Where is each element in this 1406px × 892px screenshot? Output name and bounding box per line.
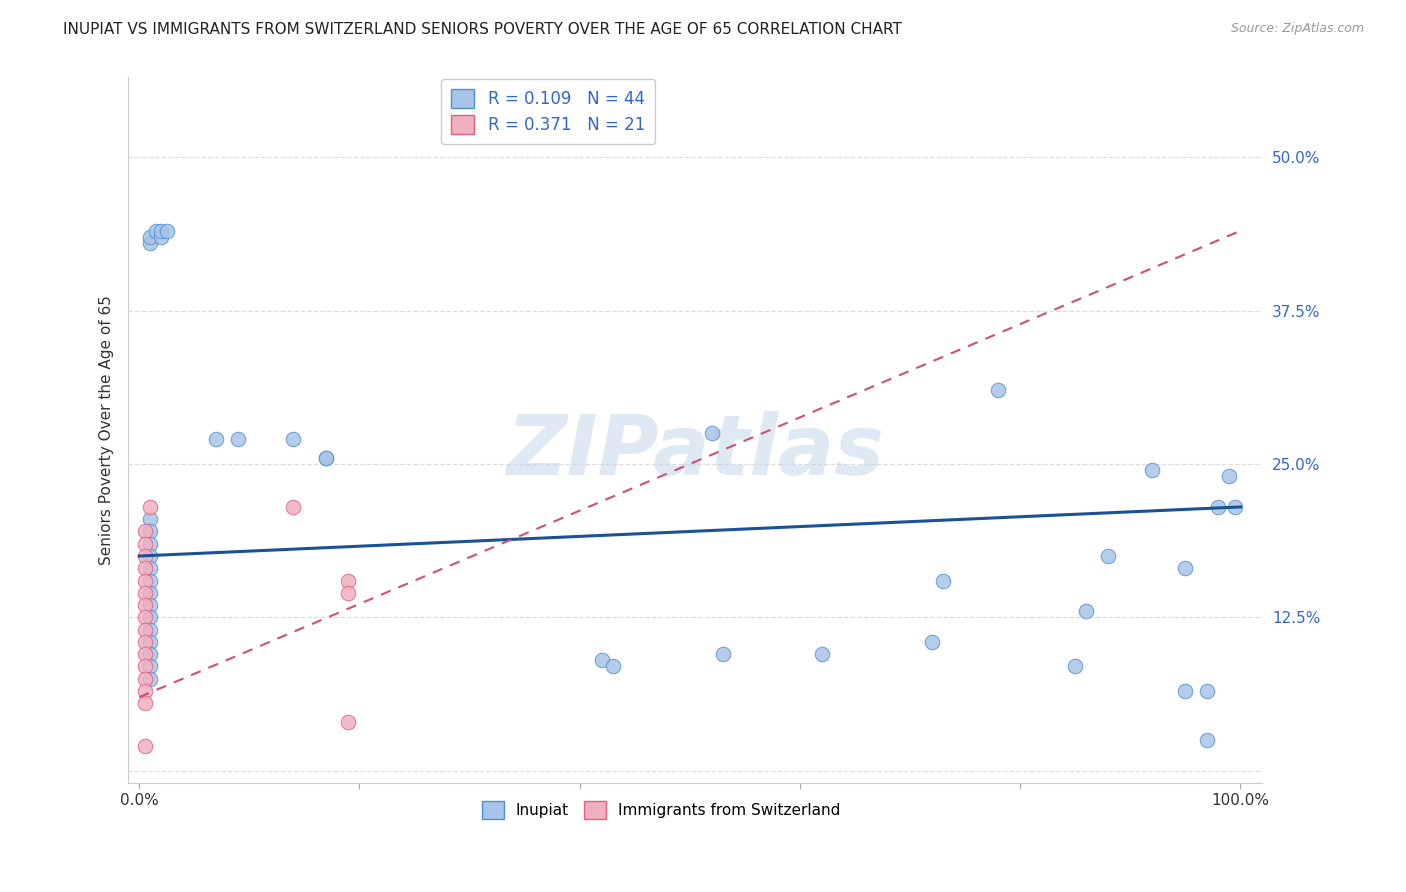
Text: INUPIAT VS IMMIGRANTS FROM SWITZERLAND SENIORS POVERTY OVER THE AGE OF 65 CORREL: INUPIAT VS IMMIGRANTS FROM SWITZERLAND S… [63, 22, 903, 37]
Point [205, 433, 228, 447]
Point [1174, 561, 1197, 575]
Point [139, 500, 162, 514]
Point [315, 450, 337, 465]
Point [139, 549, 162, 563]
Point [1197, 684, 1219, 698]
Point [134, 561, 156, 575]
Legend: Inupiat, Immigrants from Switzerland: Inupiat, Immigrants from Switzerland [477, 795, 846, 825]
Point [134, 696, 156, 710]
Point [337, 586, 360, 600]
Point [150, 224, 173, 238]
Point [283, 433, 305, 447]
Point [139, 230, 162, 244]
Point [134, 524, 156, 539]
Point [134, 574, 156, 588]
Point [134, 647, 156, 661]
Point [139, 598, 162, 612]
Point [700, 426, 723, 441]
Point [139, 635, 162, 649]
Point [145, 224, 167, 238]
Text: ZIPatlas: ZIPatlas [506, 411, 884, 491]
Point [337, 574, 360, 588]
Text: Source: ZipAtlas.com: Source: ZipAtlas.com [1230, 22, 1364, 36]
Point [1218, 469, 1240, 483]
Point [139, 623, 162, 637]
Point [1097, 549, 1119, 563]
Point [139, 561, 162, 575]
Point [602, 659, 624, 673]
Point [150, 230, 173, 244]
Point [1064, 659, 1087, 673]
Point [1076, 604, 1098, 618]
Point [139, 659, 162, 673]
Point [134, 549, 156, 563]
Point [1142, 463, 1164, 477]
Point [1223, 500, 1246, 514]
Point [337, 714, 360, 729]
Point [139, 574, 162, 588]
Point [134, 672, 156, 686]
Point [1208, 500, 1230, 514]
Point [134, 739, 156, 754]
Point [134, 610, 156, 624]
Point [139, 610, 162, 624]
Point [139, 586, 162, 600]
Point [139, 672, 162, 686]
Point [932, 574, 955, 588]
Point [134, 598, 156, 612]
Point [134, 537, 156, 551]
Point [591, 653, 613, 667]
Point [987, 384, 1010, 398]
Point [139, 524, 162, 539]
Point [811, 647, 834, 661]
Point [134, 684, 156, 698]
Point [134, 635, 156, 649]
Point [711, 647, 734, 661]
Point [1174, 684, 1197, 698]
Point [139, 236, 162, 251]
Point [283, 500, 305, 514]
Point [134, 659, 156, 673]
Y-axis label: Seniors Poverty Over the Age of 65: Seniors Poverty Over the Age of 65 [100, 295, 114, 566]
Point [156, 224, 179, 238]
Point [134, 586, 156, 600]
Point [228, 433, 250, 447]
Point [134, 623, 156, 637]
Point [139, 647, 162, 661]
Point [315, 450, 337, 465]
Point [1197, 733, 1219, 747]
Point [139, 537, 162, 551]
Point [921, 635, 943, 649]
Point [139, 512, 162, 526]
